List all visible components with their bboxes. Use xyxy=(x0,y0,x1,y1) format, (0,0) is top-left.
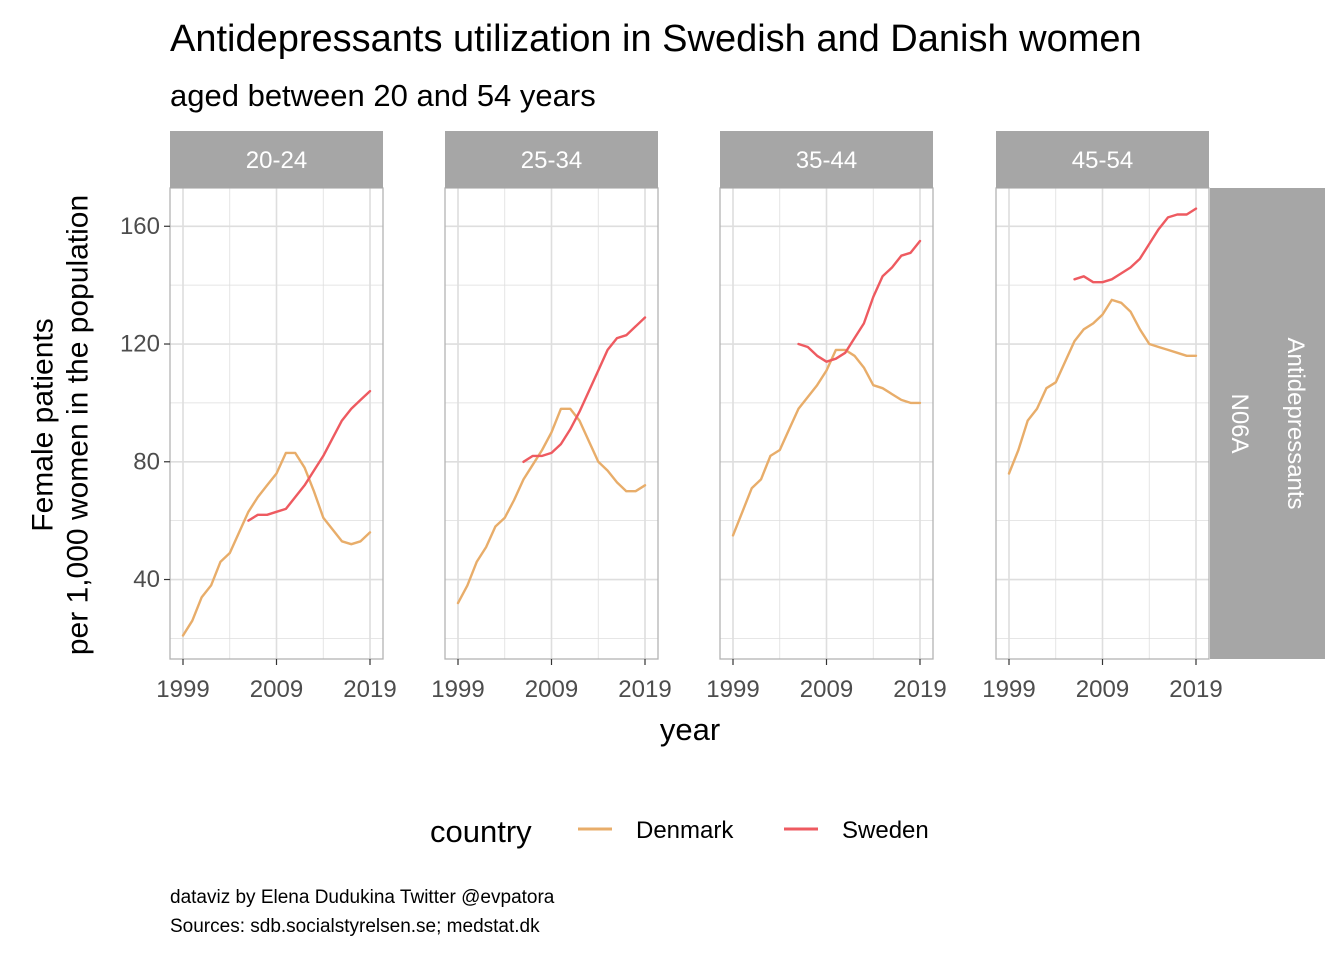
x-tick-label: 1999 xyxy=(156,676,209,703)
caption-line1: dataviz by Elena Dudukina Twitter @evpat… xyxy=(170,887,555,908)
x-tick-label: 1999 xyxy=(431,676,484,703)
facet-strip-label: 20-24 xyxy=(246,147,307,174)
y-tick-label: 80 xyxy=(133,448,160,475)
row-strip-label-line2: N06A xyxy=(1226,393,1253,453)
row-strip-background xyxy=(1210,188,1325,659)
y-axis-title-line2: per 1,000 women in the population xyxy=(62,195,95,655)
x-tick-label: 2019 xyxy=(893,676,946,703)
row-strip-label-line1: Antidepressants xyxy=(1282,337,1309,509)
chart-title: Antidepressants utilization in Swedish a… xyxy=(170,18,1142,60)
series-line-denmark xyxy=(1007,298,1198,475)
series-line-denmark xyxy=(181,451,372,637)
facet-strip-label: 25-34 xyxy=(521,147,582,174)
facet-strip-background xyxy=(170,131,383,188)
x-tick-label: 2009 xyxy=(800,676,853,703)
y-axis-title-line1: Female patients xyxy=(27,318,60,531)
x-axis-title: year xyxy=(660,712,720,747)
facet-strip-label: 35-44 xyxy=(796,147,857,174)
x-tick-label: 1999 xyxy=(706,676,759,703)
x-tick-label: 2019 xyxy=(343,676,396,703)
y-axis-title: Female patients per 1,000 women in the p… xyxy=(27,195,95,655)
series-line-denmark xyxy=(456,407,647,605)
row-strip: Antidepressants N06A xyxy=(1210,188,1325,659)
series-line-sweden xyxy=(797,239,922,363)
legend-title: country xyxy=(430,814,532,849)
series-line-denmark xyxy=(731,348,922,537)
legend-label-denmark: Denmark xyxy=(636,817,734,844)
facet-strip-background xyxy=(445,131,658,188)
facet-panel-35-44: 35-44 1999 2009 2019 xyxy=(706,131,947,703)
facet-panel-20-24: 20-24 1999 2009 2019 40 80 120 160 xyxy=(120,131,397,703)
y-tick-label: 160 xyxy=(120,213,160,240)
series-line-sweden xyxy=(1073,207,1198,284)
facet-strip-background xyxy=(996,131,1209,188)
x-tick-label: 2019 xyxy=(618,676,671,703)
x-tick-label: 2009 xyxy=(1076,676,1129,703)
x-tick-label: 2019 xyxy=(1169,676,1222,703)
y-tick-label: 120 xyxy=(120,331,160,358)
caption-line2: Sources: sdb.socialstyrelsen.se; medstat… xyxy=(170,916,540,937)
x-tick-label: 2009 xyxy=(525,676,578,703)
legend: country Denmark Sweden xyxy=(430,814,929,849)
series-line-sweden xyxy=(247,389,372,522)
x-tick-label: 1999 xyxy=(982,676,1035,703)
facet-panel-25-34: 25-34 1999 2009 2019 xyxy=(431,131,672,703)
y-tick-label: 40 xyxy=(133,566,160,593)
facet-strip-background xyxy=(720,131,933,188)
facet-panel-45-54: 45-54 1999 2009 2019 xyxy=(982,131,1223,703)
legend-label-sweden: Sweden xyxy=(842,817,929,844)
series-line-sweden xyxy=(522,316,647,463)
x-tick-label: 2009 xyxy=(250,676,303,703)
facet-strip-label: 45-54 xyxy=(1072,147,1133,174)
facet-panels: 20-24 1999 2009 2019 40 80 120 160 25-34 1999 2009… xyxy=(120,131,1223,703)
chart-subtitle: aged between 20 and 54 years xyxy=(170,78,596,113)
